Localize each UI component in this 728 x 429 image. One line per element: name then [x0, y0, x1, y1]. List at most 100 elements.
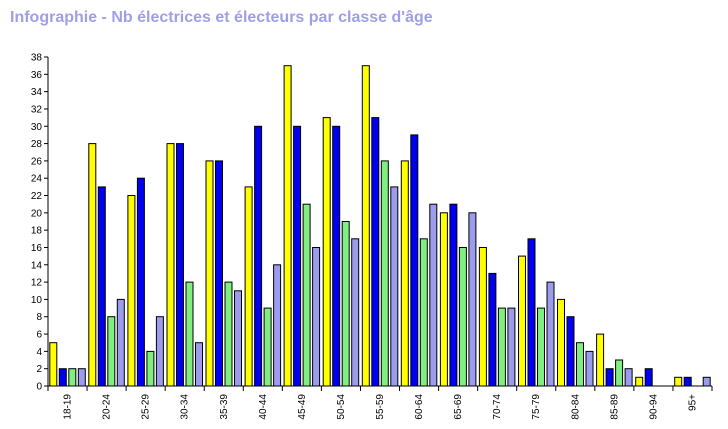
bar-40-44-s1	[244, 186, 253, 387]
x-tick-label: 20-24	[102, 394, 113, 420]
bar-60-64-s4	[429, 203, 438, 387]
bar-80-84-s2	[566, 316, 575, 387]
y-tick-label: 12	[31, 278, 43, 289]
bar-18-19-s3	[68, 368, 77, 387]
y-tick-label: 18	[31, 226, 43, 237]
bar-80-84-s1	[557, 298, 565, 387]
bar-50-54-s4	[351, 238, 360, 387]
bar-70-74-s4	[507, 307, 516, 387]
x-tick-label: 45-49	[297, 394, 308, 420]
bar-40-44-s2	[254, 125, 263, 387]
y-tick-label: 34	[31, 87, 43, 98]
bar-95+-s2	[683, 376, 692, 387]
bar-50-54-s3	[341, 221, 350, 387]
y-tick-label: 10	[31, 295, 43, 306]
bar-20-24-s4	[116, 298, 125, 387]
bar-35-39-s3	[224, 281, 233, 387]
bar-25-29-s3	[146, 350, 155, 387]
bar-20-24-s2	[97, 186, 106, 387]
y-tick-label: 30	[31, 122, 43, 133]
x-axis-ticks: 18-19 20-24 25-29 30-34 35-39 40-44 45-49 50-54…	[47, 386, 713, 420]
bar-95+-s1	[674, 376, 683, 387]
bar-65-69-s4	[468, 212, 477, 387]
x-tick-label: 90-94	[648, 394, 659, 420]
bar-90-94-s1	[635, 376, 644, 387]
bar-85-89-s2	[605, 368, 614, 387]
y-tick-label: 0	[36, 382, 42, 393]
bar-75-79-s1	[518, 255, 526, 387]
bar-80-84-s4	[585, 350, 594, 387]
bar-70-74-s1	[478, 247, 487, 387]
y-tick-label: 24	[31, 174, 43, 185]
bar-30-34-s3	[185, 281, 194, 387]
x-tick-label: 25-29	[141, 394, 152, 420]
bar-40-44-s3	[263, 307, 272, 387]
bar-45-49-s4	[312, 247, 321, 387]
bar-75-79-s2	[527, 238, 536, 387]
bar-30-34-s1	[166, 143, 175, 387]
bar-55-59-s4	[390, 186, 399, 387]
y-tick-label: 2	[36, 364, 42, 375]
x-tick-label: 95+	[687, 394, 698, 411]
x-tick-label: 70-74	[492, 394, 503, 420]
bar-80-84-s3	[576, 342, 584, 387]
x-tick-label: 75-79	[531, 394, 542, 420]
bar-30-34-s4	[195, 342, 203, 387]
bar-50-54-s1	[322, 117, 331, 387]
bar-70-74-s3	[497, 307, 506, 387]
bar-95+-s4	[702, 376, 711, 387]
bar-45-49-s3	[302, 203, 311, 387]
bar-85-89-s4	[624, 368, 633, 387]
bar-55-59-s2	[371, 117, 380, 387]
y-tick-label: 8	[36, 312, 42, 323]
bar-35-39-s4	[234, 290, 242, 387]
bar-75-79-s4	[546, 281, 555, 387]
bar-60-64-s1	[400, 160, 409, 387]
x-tick-label: 55-59	[375, 394, 386, 420]
bar-55-59-s1	[361, 65, 370, 387]
y-tick-label: 26	[31, 156, 43, 167]
bar-18-19-s2	[58, 368, 67, 387]
y-tick-label: 20	[31, 208, 43, 219]
x-tick-label: 18-19	[63, 394, 74, 420]
y-tick-label: 28	[31, 139, 43, 150]
bar-90-94-s2	[644, 368, 653, 387]
y-tick-label: 16	[31, 243, 43, 254]
x-tick-label: 60-64	[414, 394, 425, 420]
bar-18-19-s1	[49, 342, 58, 387]
bar-25-29-s2	[136, 177, 145, 387]
bar-25-29-s4	[155, 316, 164, 387]
x-tick-label: 40-44	[258, 394, 269, 420]
x-tick-label: 30-34	[180, 394, 191, 420]
bar-85-89-s3	[615, 359, 624, 387]
bar-65-69-s1	[439, 212, 448, 387]
x-tick-label: 50-54	[336, 394, 347, 420]
x-tick-label: 35-39	[219, 394, 230, 420]
bar-20-24-s1	[88, 143, 97, 387]
bar-35-39-s1	[205, 160, 214, 387]
y-tick-label: 14	[31, 260, 43, 271]
bar-75-79-s3	[537, 307, 545, 387]
y-tick-label: 38	[31, 53, 43, 64]
x-tick-label: 65-69	[453, 394, 464, 420]
y-tick-label: 4	[36, 347, 42, 358]
bar-20-24-s3	[107, 316, 116, 387]
chart-title: Infographie - Nb électrices et électeurs…	[10, 9, 433, 26]
bar-50-54-s2	[332, 125, 341, 387]
bar-65-69-s3	[458, 247, 467, 387]
bar-30-34-s2	[176, 143, 184, 387]
bar-40-44-s4	[273, 264, 282, 387]
y-tick-label: 6	[36, 330, 42, 341]
bar-60-64-s2	[410, 134, 419, 387]
bar-35-39-s2	[215, 160, 223, 387]
bar-45-49-s2	[293, 125, 302, 387]
bar-70-74-s2	[488, 272, 497, 387]
x-tick-label: 85-89	[609, 394, 620, 420]
y-tick-label: 36	[31, 70, 43, 81]
y-tick-label: 32	[31, 104, 43, 115]
bar-18-19-s4	[77, 368, 86, 387]
bar-25-29-s1	[127, 195, 136, 387]
bar-85-89-s1	[596, 333, 605, 387]
